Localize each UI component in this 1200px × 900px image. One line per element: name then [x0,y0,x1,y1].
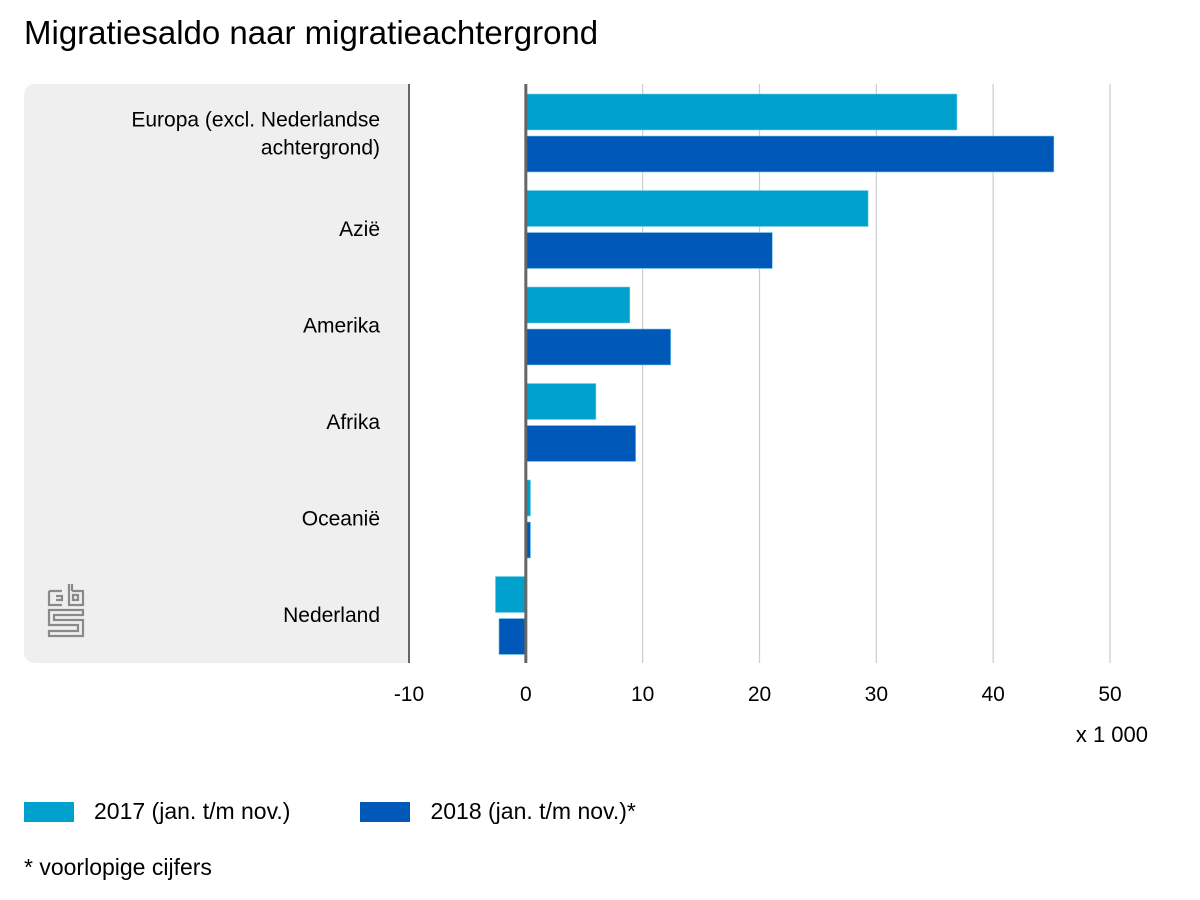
bar-2017 [525,190,869,227]
tick-label: 30 [865,683,888,706]
legend-item-2018: 2018 (jan. t/m nov.)* [360,798,636,825]
legend-label-2017: 2017 (jan. t/m nov.) [94,798,291,824]
bar-2018 [525,135,1055,173]
legend: 2017 (jan. t/m nov.) 2018 (jan. t/m nov.… [24,798,706,825]
legend-item-2017: 2017 (jan. t/m nov.) [24,798,290,825]
legend-label-2018: 2018 (jan. t/m nov.)* [430,798,636,824]
category-label: Azië [339,218,380,241]
bar-2017 [525,93,958,131]
tick-label: 0 [520,683,532,706]
tick-label: 40 [981,683,1004,706]
category-label: Oceanië [302,507,380,530]
bar-2018 [498,618,527,655]
bar-2018 [525,425,636,462]
tick-label: -10 [394,683,424,706]
tick-label: 10 [631,683,654,706]
cbs-logo-icon [47,584,85,638]
category-label: Amerika [303,314,380,337]
legend-swatch-2017 [24,801,74,822]
category-labels: Europa (excl. Nederlandse achtergrond) Azi… [131,108,380,627]
category-label: Europa (excl. Nederlandse achtergrond) [131,108,380,159]
bar-2017 [495,576,527,613]
bar-2018 [525,232,773,269]
tick-labels: -10 0 10 20 30 40 50 [394,683,1122,706]
bar-chart: Europa (excl. Nederlandse achtergrond) Azi… [24,84,1122,706]
gridlines [642,84,1111,663]
bar-2017 [525,286,631,324]
category-panel [24,84,409,663]
category-label: Nederland [283,604,380,627]
bars [495,93,1055,655]
tick-label: 20 [748,683,771,706]
bar-2017 [525,383,597,420]
legend-swatch-2018 [360,801,411,822]
category-label: Afrika [326,411,380,434]
footnote: * voorlopige cijfers [24,854,212,880]
axes [408,84,528,663]
unit-label: x 1 000 [1075,722,1148,747]
chart-title: Migratiesaldo naar migratieachtergrond [24,14,599,51]
bar-2018 [525,328,672,366]
tick-label: 50 [1098,683,1121,706]
